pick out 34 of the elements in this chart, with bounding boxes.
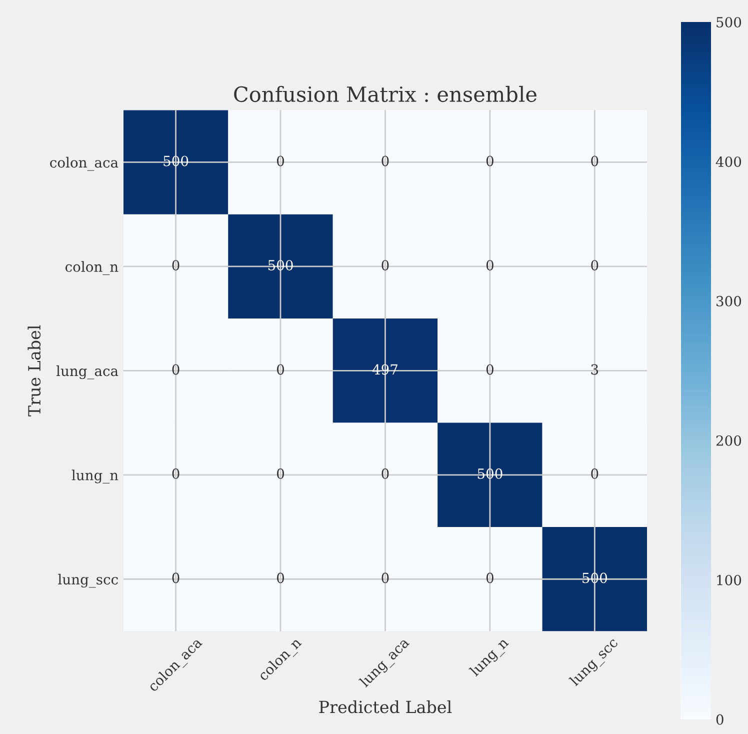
data-label: 0 bbox=[276, 364, 284, 375]
data-label: 0 bbox=[276, 468, 284, 479]
color-bar-label: 400 bbox=[716, 156, 742, 167]
y-tick-label: lung_n bbox=[72, 470, 118, 484]
data-label: 0 bbox=[382, 156, 389, 166]
data-label: 0 bbox=[172, 572, 180, 584]
data-label: 0 bbox=[172, 468, 180, 479]
data-label: 0 bbox=[382, 260, 389, 270]
y-tick-label: lung_aca bbox=[56, 365, 118, 380]
color-bar-label: 500 bbox=[716, 16, 742, 28]
data-label: 3 bbox=[591, 364, 598, 375]
data-label: 0 bbox=[172, 364, 180, 375]
data-label: 0 bbox=[591, 156, 598, 166]
data-label: 0 bbox=[276, 156, 284, 166]
data-label: 0 bbox=[591, 468, 598, 479]
color-bar-label: 100 bbox=[717, 574, 742, 586]
data-label: 0 bbox=[276, 572, 284, 584]
chart-title: Confusion Matrix : ensemble bbox=[234, 86, 536, 102]
y-tick-label: colon_n bbox=[65, 261, 118, 275]
color-bar-label: 200 bbox=[716, 435, 742, 446]
y-tick-label: colon_aca bbox=[50, 156, 118, 171]
data-label: 0 bbox=[591, 260, 598, 270]
data-label: 0 bbox=[486, 260, 494, 270]
y-tick-label: lung_scc bbox=[58, 574, 118, 588]
y-axis-title: True Label bbox=[28, 325, 41, 416]
x-axis-title: Predicted Label bbox=[319, 700, 452, 714]
data-label: 0 bbox=[382, 572, 389, 584]
data-label: 0 bbox=[382, 468, 389, 479]
color-bar-label: 0 bbox=[716, 714, 724, 725]
data-label: 0 bbox=[172, 260, 180, 270]
data-label: 0 bbox=[486, 364, 494, 375]
data-label: 0 bbox=[486, 156, 494, 166]
color-bar-label: 300 bbox=[716, 296, 742, 306]
data-label: 0 bbox=[486, 572, 494, 584]
